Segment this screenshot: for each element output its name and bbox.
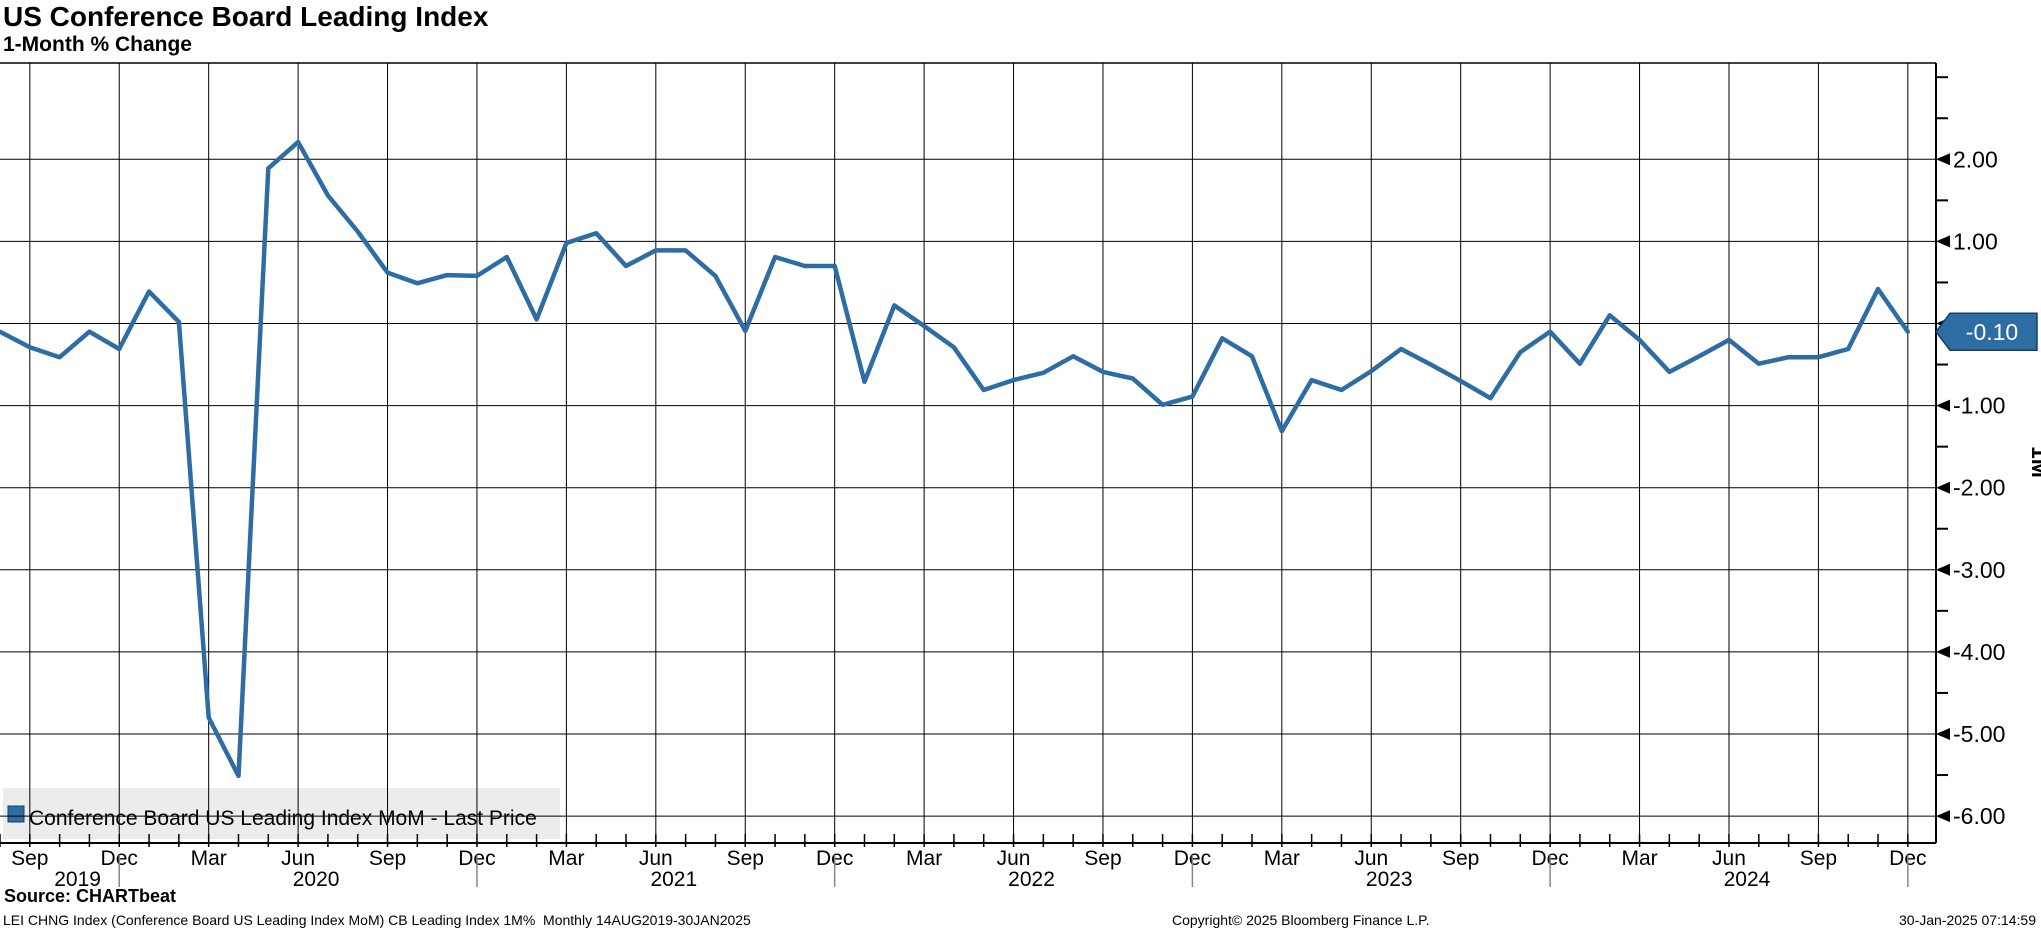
x-year-label: 2024 (1724, 868, 1771, 891)
x-tick-label: Sep (727, 847, 764, 870)
chart-subtitle: 1-Month % Change (3, 33, 192, 56)
page-title: US Conference Board Leading Index (3, 1, 489, 32)
data-line-layer (0, 139, 1911, 779)
source-line: Source: CHARTbeat (4, 886, 177, 906)
grid-layer (0, 62, 1937, 844)
y-tick-label: 2.00 (1953, 146, 1998, 172)
x-tick-label: Mar (906, 847, 942, 870)
axis-layer: 2.001.000.00-1.00-2.00-3.00-4.00-5.00-6.… (0, 76, 2005, 891)
last-price-value: -0.10 (1966, 319, 2018, 345)
y-major-tick-arrow (1936, 481, 1950, 494)
y-major-tick-arrow (1936, 645, 1950, 658)
y-major-tick-arrow (1936, 235, 1950, 248)
y-major-tick-arrow (1936, 810, 1950, 823)
x-tick-label: Sep (1084, 847, 1121, 870)
y-major-tick-arrow (1936, 399, 1950, 412)
y-tick-label: -5.00 (1953, 721, 2005, 747)
right-axis-frequency-tag: 1M (2027, 446, 2041, 478)
footer-timestamp: 30-Jan-2025 07:14:59 (1899, 912, 2036, 928)
x-year-label: 2019 (54, 868, 101, 891)
footer-ticker-description: LEI CHNG Index (Conference Board US Lead… (3, 912, 751, 928)
x-year-label: 2022 (1008, 868, 1055, 891)
y-tick-label: -2.00 (1953, 475, 2005, 501)
y-tick-label: -6.00 (1953, 803, 2005, 829)
x-tick-label: Mar (1621, 847, 1657, 870)
y-tick-label: -1.00 (1953, 393, 2005, 419)
x-tick-label: Jun (281, 847, 315, 870)
last-price-badge-shape (1935, 312, 2038, 351)
x-tick-label: Sep (369, 847, 406, 870)
y-tick-label: -3.00 (1953, 557, 2005, 583)
x-tick-label: Jun (997, 847, 1031, 870)
x-tick-label: Mar (548, 847, 584, 870)
x-tick-label: Jun (1354, 847, 1388, 870)
x-year-label: 2021 (650, 868, 697, 891)
legend-background (3, 788, 560, 839)
y-tick-label: 1.00 (1953, 228, 1998, 254)
footer-copyright: Copyright© 2025 Bloomberg Finance L.P. (1172, 912, 1430, 928)
x-tick-label: Jun (1712, 847, 1746, 870)
legend-series-marker (7, 805, 25, 823)
x-tick-label: Sep (11, 847, 48, 870)
y-major-tick-arrow (1936, 563, 1950, 576)
legend-series-label: Conference Board US Leading Index MoM - … (29, 807, 537, 830)
y-tick-label: -4.00 (1953, 639, 2005, 665)
x-tick-label: Jun (639, 847, 673, 870)
x-tick-label: Mar (191, 847, 227, 870)
x-tick-label: Sep (1800, 847, 1837, 870)
x-tick-label: Sep (1442, 847, 1479, 870)
y-major-tick-arrow (1936, 153, 1950, 166)
y-major-tick-arrow (1936, 728, 1950, 740)
chart-legend: Conference Board US Leading Index MoM - … (3, 788, 560, 839)
x-tick-label: Mar (1264, 847, 1300, 870)
x-year-label: 2020 (293, 868, 340, 891)
last-price-badge[interactable]: -0.10 (1935, 312, 2038, 351)
data-line-series (0, 139, 1911, 779)
x-year-label: 2023 (1366, 868, 1413, 891)
